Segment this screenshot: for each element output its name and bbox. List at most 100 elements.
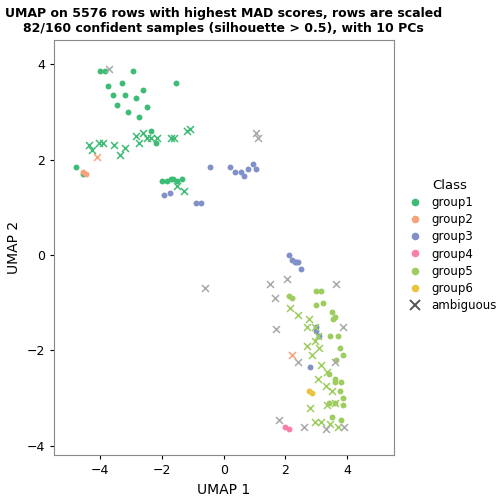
Point [110, 141, 118, 149]
Point [237, 167, 245, 175]
Point [152, 139, 160, 147]
Point [328, 413, 336, 421]
Point [201, 284, 209, 292]
Point [288, 294, 296, 302]
Point [275, 416, 283, 424]
Point [143, 134, 151, 142]
Point [272, 325, 280, 333]
Point [99, 139, 107, 147]
Point [337, 377, 345, 386]
Point [314, 375, 322, 383]
Point [129, 67, 137, 75]
Point [173, 182, 181, 190]
Point [186, 124, 194, 133]
Point [283, 275, 291, 283]
Point [314, 332, 322, 340]
Point [300, 423, 308, 431]
Point [172, 79, 180, 87]
Point [332, 356, 340, 364]
Point [331, 358, 339, 366]
Point [192, 199, 200, 207]
Point [294, 358, 302, 366]
Point [316, 332, 324, 340]
Point [158, 177, 166, 185]
Point [266, 280, 274, 288]
Point [113, 101, 121, 109]
Point [252, 165, 260, 173]
Point [323, 368, 331, 376]
Point [89, 146, 97, 154]
Point [118, 79, 126, 87]
Point [304, 387, 312, 395]
Point [240, 172, 248, 180]
Point [339, 351, 347, 359]
Point [143, 103, 151, 111]
Point [331, 377, 339, 386]
Point [153, 134, 161, 142]
Point [339, 394, 347, 402]
Point [312, 328, 321, 336]
Legend: group1, group2, group3, group4, group5, group6, ambiguous: group1, group2, group3, group4, group5, … [403, 179, 496, 312]
Point [325, 399, 333, 407]
Point [336, 344, 344, 352]
Point [288, 256, 296, 264]
Point [325, 370, 333, 379]
Point [304, 316, 312, 324]
Point [79, 167, 87, 175]
Point [135, 112, 143, 120]
Point [317, 418, 325, 426]
Point [334, 423, 342, 431]
Point [104, 82, 112, 90]
Point [121, 144, 129, 152]
Point [317, 361, 325, 369]
Point [124, 108, 132, 116]
Point [291, 258, 299, 266]
Point [147, 127, 155, 135]
Point [132, 94, 140, 102]
Point [312, 287, 321, 295]
Point [135, 139, 143, 147]
Point [303, 323, 311, 331]
Point [297, 265, 305, 273]
Point [93, 153, 101, 161]
Point [197, 199, 205, 207]
Point [271, 294, 279, 302]
Point [85, 141, 93, 149]
Y-axis label: UMAP 2: UMAP 2 [7, 221, 21, 275]
Point [95, 139, 103, 147]
Point [328, 308, 336, 317]
Point [306, 363, 314, 371]
Point [307, 351, 316, 359]
Point [159, 192, 167, 200]
Point [331, 313, 339, 321]
Title: UMAP on 5576 rows with highest MAD scores, rows are scaled
82/160 confident samp: UMAP on 5576 rows with highest MAD score… [5, 7, 443, 35]
Point [182, 127, 191, 135]
Point [317, 287, 325, 295]
Point [244, 165, 253, 173]
Point [163, 177, 171, 185]
Point [285, 292, 293, 300]
Point [326, 332, 334, 340]
Point [334, 332, 342, 340]
Point [166, 189, 174, 197]
Point [331, 399, 339, 407]
Point [319, 299, 327, 307]
Point [312, 301, 321, 309]
Point [254, 134, 262, 142]
Point [316, 344, 324, 352]
Point [294, 258, 302, 266]
Point [331, 399, 339, 407]
Point [101, 67, 109, 75]
Point [147, 134, 155, 142]
Point [322, 382, 330, 390]
Point [121, 91, 129, 99]
Point [140, 86, 148, 94]
Point [206, 163, 214, 171]
Point [252, 130, 260, 138]
Point [286, 303, 294, 311]
Point [328, 387, 336, 395]
Point [169, 175, 177, 183]
Point [292, 258, 300, 266]
Point [249, 160, 257, 168]
Point [340, 423, 348, 431]
